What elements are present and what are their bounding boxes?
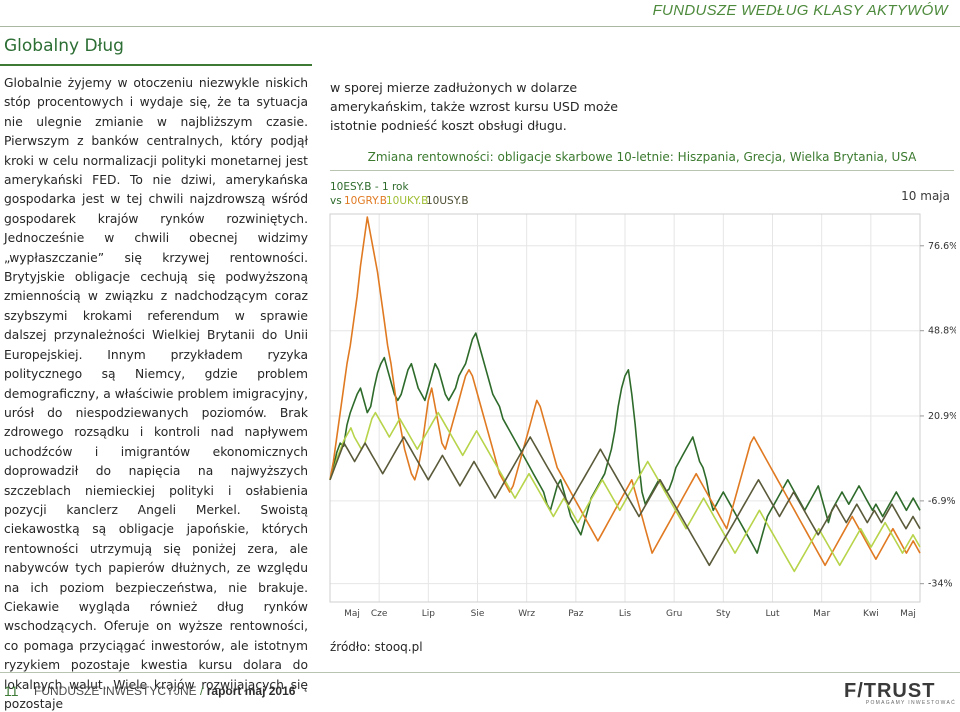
- yield-change-chart: 76.6% 48.8% 20.9% -6.9% -34% Maj Cze Lip Sie Wrz…: [329, 181, 956, 619]
- logo-tagline: POMAGAMY INWESTOWAĆ: [865, 700, 956, 706]
- chart-gridlines: [329, 213, 921, 603]
- legend-item-uk: 10UKY.B: [386, 195, 428, 207]
- chart-series-lines: [329, 216, 921, 573]
- chart-x-axis: Maj Cze Lip Sie Wrz Paz Lis Gru Sty Lut Mar Kwi Maj: [344, 609, 916, 619]
- running-header: FUNDUSZE WEDŁUG KLASY AKTYWÓW: [652, 2, 948, 19]
- publication-title: FUNDUSZE INWESTYCYJNE: [34, 684, 197, 698]
- y-tick-label: 76.6%: [928, 241, 956, 252]
- legend-item-usa: 10USY.B: [426, 195, 469, 207]
- footer-divider: [0, 672, 960, 673]
- chart-y-axis: 76.6% 48.8% 20.9% -6.9% -34%: [920, 241, 956, 590]
- header-divider: [0, 26, 960, 27]
- publication-issue: raport maj 2016: [206, 684, 296, 698]
- plot-frame: [329, 213, 921, 603]
- legend: vs 10GRY.B 10UKY.B 10USY.B: [330, 195, 469, 207]
- y-tick-label: 48.8%: [928, 326, 956, 337]
- publication-name: FUNDUSZE INWESTYCYJNE / raport maj 2016: [34, 684, 295, 698]
- publication-separator: /: [200, 684, 204, 698]
- x-tick-label: Wrz: [518, 609, 535, 619]
- x-tick-label: Gru: [666, 609, 682, 619]
- x-tick-label: Cze: [371, 609, 388, 619]
- x-tick-label: Paz: [568, 609, 584, 619]
- section-title: Globalny Dług: [4, 36, 124, 56]
- x-tick-label: Maj: [344, 609, 360, 619]
- x-tick-label: Sty: [716, 609, 731, 619]
- y-tick-label: -34%: [928, 579, 953, 590]
- x-tick-label: Lis: [619, 609, 632, 619]
- chart-title-divider: [330, 170, 954, 171]
- page-number: 11: [4, 683, 19, 699]
- series-line-10uky-b: [329, 411, 921, 573]
- x-tick-label: Lut: [765, 609, 780, 619]
- legend-main-series: 10ESY.B - 1 rok: [330, 181, 409, 193]
- legend-item-greece: 10GRY.B: [344, 195, 387, 207]
- article-left-column: Globalnie żyjemy w otoczeniu niezwykle n…: [4, 76, 308, 711]
- legend-vs-label: vs: [330, 195, 342, 207]
- ftrust-logo: F/TRUST POMAGAMY INWESTOWAĆ: [844, 680, 956, 710]
- section-title-underline: [0, 64, 312, 66]
- x-tick-label: Kwi: [863, 609, 879, 619]
- logo-wordmark: F/TRUST: [844, 680, 936, 702]
- chart-title: Zmiana rentowności: obligacje skarbowe 1…: [367, 150, 917, 164]
- y-tick-label: 20.9%: [928, 411, 956, 422]
- chart-source: źródło: stooq.pl: [330, 640, 423, 654]
- x-tick-label: Mar: [813, 609, 830, 619]
- article-right-column: w sporej mierze zadłużonych w dolarze am…: [330, 80, 618, 133]
- y-tick-label: -6.9%: [928, 496, 956, 507]
- x-tick-label: Maj: [900, 609, 916, 619]
- series-line-10usy-b: [329, 436, 921, 567]
- x-tick-label: Lip: [422, 609, 436, 619]
- series-line-10esy-b: [329, 332, 921, 554]
- x-tick-label: Sie: [471, 609, 485, 619]
- chart-date-label: 10 maja: [901, 189, 950, 203]
